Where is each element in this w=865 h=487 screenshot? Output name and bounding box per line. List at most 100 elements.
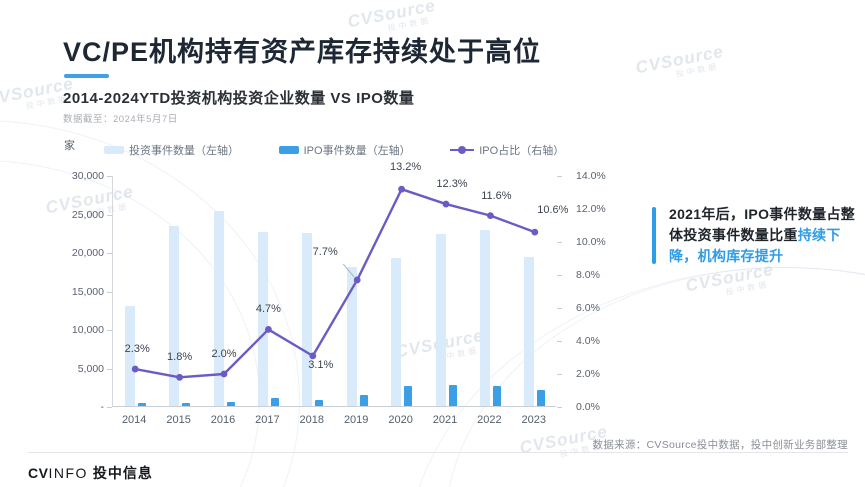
right-axis-tick-label: 14.0% [576, 170, 606, 182]
annotation-text-plain: 2021年后，IPO事件数量占整体投资事件数量比重 [669, 206, 856, 243]
logo-info: INFO [48, 465, 88, 481]
left-axis-unit-label: 家 [64, 140, 75, 152]
line-data-point [265, 326, 272, 333]
annotation-text-highlight: 持续下降，机构库存提升 [669, 227, 841, 264]
x-axis-tick-label: 2019 [343, 414, 369, 426]
right-axis-tick-mark [557, 176, 562, 177]
chart-legend: 投资事件数量（左轴） IPO事件数量（左轴） IPO占比（右轴） [104, 142, 564, 158]
left-axis-tick-mark [107, 253, 112, 254]
legend-item-investment-count: 投资事件数量（左轴） [104, 142, 239, 158]
x-axis-tick-label: 2016 [210, 414, 236, 426]
x-axis-tick-label: 2014 [121, 414, 147, 426]
right-axis-tick-mark [557, 209, 562, 210]
right-axis-tick-mark [557, 275, 562, 276]
ipo-count-bar [137, 402, 146, 406]
legend-label: IPO事件数量（左轴） [303, 145, 411, 157]
left-axis-tick-label: 25,000 [71, 208, 104, 221]
right-axis-tick-label: 12.0% [576, 203, 606, 215]
line-data-label: 7.7% [312, 245, 338, 258]
left-axis-tick-label: 15,000 [71, 285, 104, 298]
ipo-count-bar [359, 395, 368, 406]
ipo-count-bar [448, 384, 457, 406]
right-axis-tick-label: 8.0% [576, 269, 600, 281]
x-axis-tick-label: 2015 [166, 414, 191, 426]
left-axis-tick-mark [107, 368, 112, 370]
investment-count-bar [435, 233, 446, 406]
line-data-point [220, 370, 228, 378]
right-axis-tick-mark [557, 242, 562, 243]
left-axis-tick-mark [107, 214, 112, 216]
investment-count-bar [391, 258, 402, 406]
investment-count-bar [169, 225, 180, 406]
left-axis-tick-label: 30,000 [71, 170, 104, 182]
x-axis-tick-label: 2022 [477, 414, 502, 426]
left-axis-tick-label: 5,000 [77, 362, 104, 375]
ipo-count-bar [270, 397, 279, 406]
investment-count-bar [124, 305, 135, 406]
ipo-count-bar [226, 402, 235, 406]
left-axis-tick-mark [107, 176, 112, 177]
line-data-point [131, 365, 139, 373]
line-data-point [531, 228, 539, 236]
x-axis-tick-label: 2020 [388, 414, 413, 426]
chart-subtitle: 2014-2024YTD投资机构投资企业数量 VS IPO数量 [63, 90, 415, 107]
left-axis-tick-mark [107, 407, 112, 408]
line-data-point [442, 200, 450, 208]
legend-item-ipo-count: IPO事件数量（左轴） [278, 142, 411, 158]
legend-line-swatch-icon [450, 146, 475, 154]
footer-divider [28, 452, 848, 453]
data-as-of-note: 数据截至：2024年5月7日 [63, 114, 178, 125]
line-data-point [176, 373, 183, 381]
right-axis-tick-label: 2.0% [576, 368, 600, 380]
annotation-text: 2021年后，IPO事件数量占整体投资事件数量比重持续下降，机构库存提升 [669, 204, 865, 267]
title-underline [64, 74, 109, 78]
line-data-point [309, 352, 317, 360]
right-axis-tick-label: 6.0% [576, 302, 600, 314]
legend-bar-swatch-icon [278, 146, 299, 154]
left-axis-tick-mark [107, 330, 112, 331]
ipo-ratio-line [131, 185, 539, 381]
line-data-label: 3.1% [308, 358, 334, 371]
line-data-point [398, 185, 405, 193]
ipo-count-bar [537, 390, 546, 406]
investment-count-bar [213, 211, 224, 406]
investment-count-bar [257, 231, 268, 406]
ipo-count-bar [404, 386, 413, 406]
right-axis-tick-mark [557, 374, 562, 375]
x-axis-tick-label: 2023 [521, 414, 547, 426]
legend-label: IPO占比（右轴） [479, 145, 565, 157]
right-axis-tick-label: 10.0% [576, 236, 606, 248]
line-data-label: 4.7% [255, 303, 281, 316]
logo-cn: 投中信息 [92, 465, 153, 481]
line-data-label: 12.3% [436, 178, 468, 191]
x-axis-tick-label: 2017 [255, 414, 280, 426]
plot-area: 2.3% 1.8% 2.0% 4.7% 3.1% 7.7% 13.2% 12.3% 11.6% 1… [112, 161, 568, 407]
investment-count-bar [346, 266, 357, 406]
right-axis-tick-mark [557, 308, 562, 309]
x-axis-tick-label: 2018 [299, 414, 325, 426]
annotation-accent-bar [652, 207, 656, 264]
right-axis-tick-label: 4.0% [576, 335, 600, 347]
line-data-point [353, 276, 361, 284]
line-data-label: 11.6% [481, 189, 512, 202]
left-axis-tick-label: - [100, 401, 105, 413]
page-title: VC/PE机构持有资产库存持续处于高位 [63, 37, 542, 67]
data-source-note: 数据来源：CVSource投中数据，投中创新业务部整理 [592, 439, 848, 451]
legend-item-ipo-ratio: IPO占比（右轴） [450, 142, 564, 158]
line-data-point [487, 212, 494, 219]
line-data-label: 2.0% [211, 348, 237, 360]
ipo-count-bar [182, 402, 191, 406]
ipo-count-bar [315, 400, 324, 406]
investment-count-bar [479, 229, 490, 406]
company-logo: CV INFO 投中信息 [28, 463, 153, 483]
line-data-label: 2.3% [124, 343, 150, 356]
line-data-label: 1.8% [167, 351, 193, 364]
x-axis-tick-label: 2021 [432, 414, 458, 426]
ipo-count-bar [492, 385, 501, 406]
investment-count-bar [524, 256, 535, 406]
left-axis-tick-label: 20,000 [71, 247, 104, 259]
left-axis-tick-label: 10,000 [71, 324, 104, 336]
line-data-label: 10.6% [537, 204, 569, 217]
